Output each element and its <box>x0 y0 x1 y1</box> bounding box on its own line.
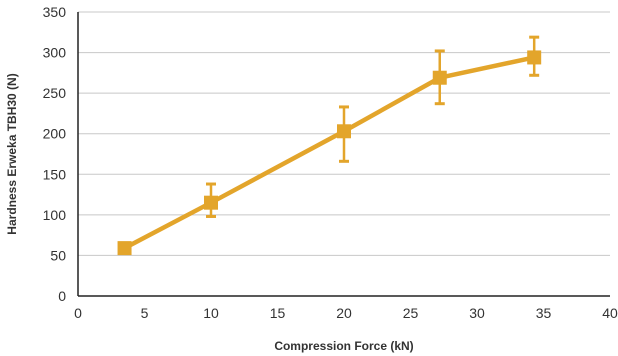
x-tick-label: 5 <box>141 305 149 321</box>
x-tick-label: 10 <box>203 305 219 321</box>
data-point <box>527 50 542 65</box>
y-axis-title: Hardness Erweka TBH30 (N) <box>5 73 19 234</box>
x-tick-label: 15 <box>270 305 286 321</box>
data-point <box>117 241 132 256</box>
x-tick-labels: 0 5 10 15 20 25 30 35 40 <box>74 305 618 321</box>
x-tick-label: 30 <box>469 305 485 321</box>
x-axis-title: Compression Force (kN) <box>274 339 413 353</box>
series-line <box>123 55 535 251</box>
y-tick-label: 300 <box>43 45 67 61</box>
y-tick-label: 100 <box>43 207 67 223</box>
x-tick-label: 35 <box>536 305 552 321</box>
y-tick-label: 350 <box>43 4 67 20</box>
axes <box>77 12 610 297</box>
y-tick-label: 150 <box>43 166 67 182</box>
y-tick-label: 200 <box>43 126 67 142</box>
x-tick-label: 25 <box>403 305 419 321</box>
x-tick-label: 0 <box>74 305 82 321</box>
y-tick-label: 50 <box>50 247 66 263</box>
y-tick-labels: 0 50 100 150 200 250 300 350 <box>43 4 67 304</box>
grid <box>78 11 610 256</box>
x-tick-label: 40 <box>602 305 618 321</box>
data-point <box>432 70 447 85</box>
x-tick-label: 20 <box>336 305 352 321</box>
data-point <box>204 195 218 210</box>
y-tick-label: 0 <box>58 288 66 304</box>
y-tick-label: 250 <box>43 85 67 101</box>
series <box>117 35 542 256</box>
data-point <box>337 124 351 139</box>
